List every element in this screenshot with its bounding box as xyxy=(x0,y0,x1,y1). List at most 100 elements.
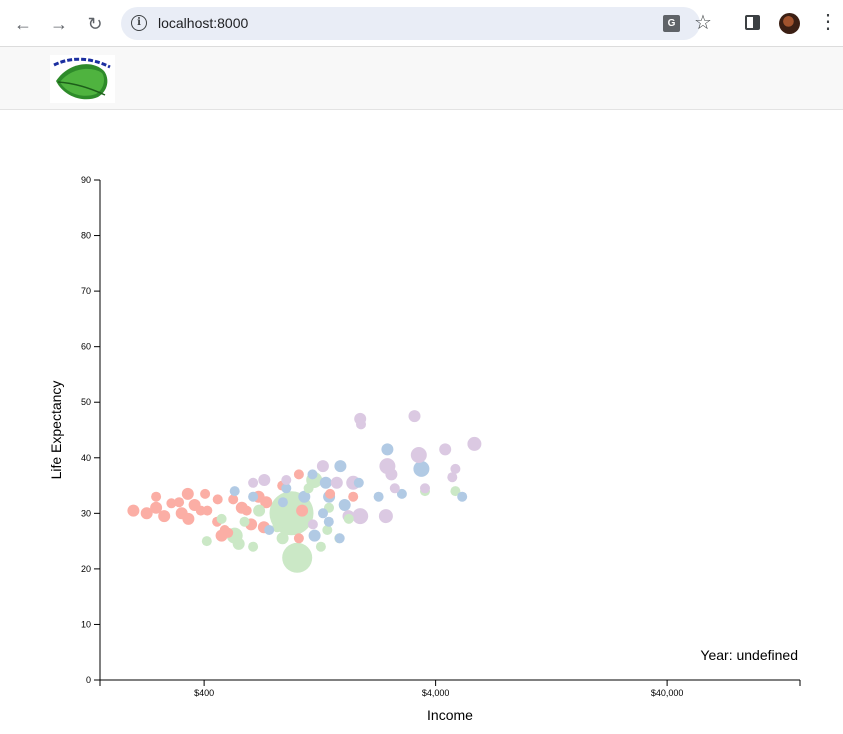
data-point[interactable] xyxy=(282,542,313,573)
data-point[interactable] xyxy=(439,443,452,456)
data-point[interactable] xyxy=(467,436,482,451)
data-point[interactable] xyxy=(303,483,314,494)
data-point[interactable] xyxy=(253,504,266,517)
data-point[interactable] xyxy=(323,516,334,527)
data-point[interactable] xyxy=(260,496,273,509)
y-tick-label: 70 xyxy=(81,286,91,296)
data-point[interactable] xyxy=(223,527,234,538)
data-point[interactable] xyxy=(330,476,343,489)
data-point[interactable] xyxy=(457,491,468,502)
profile-avatar[interactable] xyxy=(779,13,800,34)
data-point[interactable] xyxy=(381,443,394,456)
side-panel-icon[interactable] xyxy=(745,15,760,30)
y-tick-label: 80 xyxy=(81,231,91,241)
data-point[interactable] xyxy=(166,498,177,509)
translate-icon[interactable]: G xyxy=(663,15,680,32)
data-point[interactable] xyxy=(272,522,283,533)
data-point[interactable] xyxy=(277,497,288,508)
y-axis: 0 10 20 30 40 50 60 70 80 90 xyxy=(81,175,101,685)
data-point[interactable] xyxy=(343,513,354,524)
data-point[interactable] xyxy=(447,472,458,483)
more-menu-icon[interactable]: ⋮ xyxy=(818,11,838,33)
data-point[interactable] xyxy=(385,468,398,481)
data-point[interactable] xyxy=(353,477,364,488)
data-point[interactable] xyxy=(232,537,245,550)
data-point[interactable] xyxy=(322,525,333,535)
data-point[interactable] xyxy=(202,505,213,516)
data-point[interactable] xyxy=(293,469,304,480)
year-label: Year: undefined xyxy=(700,647,798,663)
y-tick-label: 10 xyxy=(81,619,91,629)
address-bar[interactable]: i localhost:8000 G ☆ xyxy=(121,7,712,40)
data-point[interactable] xyxy=(307,469,318,480)
leaf-project-logo[interactable] xyxy=(50,55,115,103)
data-point[interactable] xyxy=(212,494,223,505)
url-text[interactable]: localhost:8000 xyxy=(158,15,249,31)
data-point[interactable] xyxy=(373,491,384,502)
data-point[interactable] xyxy=(315,541,326,552)
data-point[interactable] xyxy=(348,491,359,502)
y-axis-title: Life Expectancy xyxy=(48,381,64,480)
star-icon[interactable]: ☆ xyxy=(694,12,712,34)
data-point[interactable] xyxy=(281,483,292,494)
info-icon[interactable]: i xyxy=(131,15,147,31)
data-point[interactable] xyxy=(334,460,347,473)
data-point[interactable] xyxy=(378,509,393,524)
data-point[interactable] xyxy=(408,410,421,423)
data-point[interactable] xyxy=(338,499,351,511)
data-point[interactable] xyxy=(318,508,328,519)
data-point[interactable] xyxy=(389,483,400,494)
data-point[interactable] xyxy=(450,486,461,497)
data-point[interactable] xyxy=(151,491,162,502)
data-point[interactable] xyxy=(316,460,329,473)
data-point[interactable] xyxy=(296,504,309,517)
data-point[interactable] xyxy=(298,490,311,503)
data-point[interactable] xyxy=(200,488,211,499)
data-points xyxy=(127,410,482,573)
back-arrow-icon[interactable]: ← xyxy=(14,13,32,34)
data-point[interactable] xyxy=(228,494,239,505)
data-point[interactable] xyxy=(158,510,171,523)
data-point[interactable] xyxy=(127,504,140,517)
data-point[interactable] xyxy=(307,519,318,530)
data-point[interactable] xyxy=(293,533,304,544)
data-point[interactable] xyxy=(201,536,212,547)
y-tick-label: 40 xyxy=(81,453,91,463)
data-point[interactable] xyxy=(396,488,407,499)
data-point[interactable] xyxy=(248,491,259,502)
data-point[interactable] xyxy=(174,497,185,508)
data-point[interactable] xyxy=(413,460,430,477)
data-point[interactable] xyxy=(410,447,427,463)
data-point[interactable] xyxy=(334,533,345,544)
data-point[interactable] xyxy=(258,474,271,486)
y-tick-label: 60 xyxy=(81,342,91,352)
y-tick-label: 50 xyxy=(81,397,91,407)
x-axis-title: Income xyxy=(427,707,473,723)
data-point[interactable] xyxy=(325,488,336,499)
data-point[interactable] xyxy=(248,477,259,488)
data-point[interactable] xyxy=(319,476,332,489)
data-point[interactable] xyxy=(140,507,153,520)
data-point[interactable] xyxy=(276,532,289,545)
data-point[interactable] xyxy=(150,501,163,514)
app-header xyxy=(0,47,843,110)
data-point[interactable] xyxy=(248,541,259,552)
data-point[interactable] xyxy=(356,419,366,430)
forward-arrow-icon[interactable]: → xyxy=(50,13,68,34)
data-point[interactable] xyxy=(308,529,321,542)
reload-icon[interactable]: ↻ xyxy=(87,13,103,34)
data-point[interactable] xyxy=(450,463,461,474)
data-point[interactable] xyxy=(239,516,250,527)
data-point[interactable] xyxy=(264,525,275,535)
data-point[interactable] xyxy=(229,486,240,497)
data-point[interactable] xyxy=(181,487,194,500)
data-point[interactable] xyxy=(216,513,227,524)
data-point[interactable] xyxy=(281,475,292,485)
data-point[interactable] xyxy=(352,508,369,525)
data-point[interactable] xyxy=(241,505,252,516)
data-point[interactable] xyxy=(182,512,195,525)
x-tick-label: $4,000 xyxy=(422,688,450,698)
data-point[interactable] xyxy=(420,483,430,494)
browser-toolbar: ← → ↻ i localhost:8000 G ☆ ⋮ xyxy=(0,0,843,47)
y-tick-label: 20 xyxy=(81,564,91,574)
